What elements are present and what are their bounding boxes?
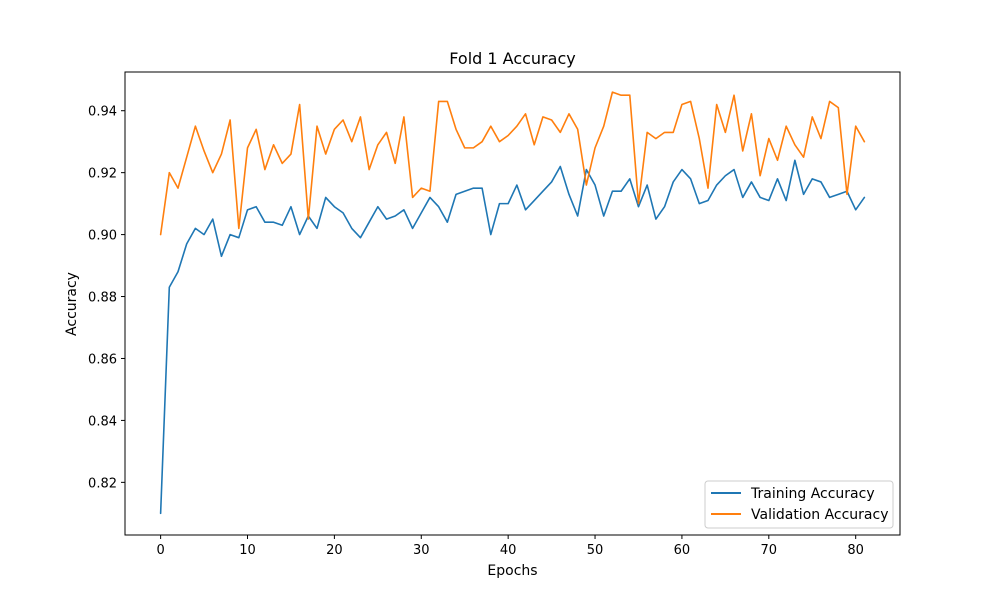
x-tick-label: 50 xyxy=(587,543,604,558)
y-axis-label: Accuracy xyxy=(64,272,80,336)
legend: Training Accuracy Validation Accuracy xyxy=(704,480,894,529)
y-tick-label: 0.88 xyxy=(88,291,117,306)
y-tick-label: 0.86 xyxy=(88,352,117,367)
x-tick-label: 60 xyxy=(674,543,691,558)
x-tick-label: 80 xyxy=(847,543,864,558)
x-tick-label: 10 xyxy=(239,543,256,558)
chart-title: Fold 1 Accuracy xyxy=(449,49,575,68)
y-axis-ticks: 0.82 0.84 0.86 0.88 0.90 0.92 0.94 xyxy=(88,105,125,491)
series-line-validation-accuracy xyxy=(159,91,866,236)
plot-area xyxy=(124,71,901,536)
axes-frame xyxy=(124,71,901,536)
x-tick-label: 70 xyxy=(761,543,778,558)
x-tick-label: 30 xyxy=(413,543,430,558)
series-layer xyxy=(159,91,866,515)
x-tick-label: 20 xyxy=(326,543,343,558)
y-tick-label: 0.84 xyxy=(88,414,117,429)
x-tick-label: 40 xyxy=(500,543,517,558)
x-axis-label: Epochs xyxy=(487,563,537,579)
legend-label-training: Training Accuracy xyxy=(750,486,875,502)
x-tick-label: 0 xyxy=(156,543,164,558)
legend-box xyxy=(704,480,894,529)
x-axis-ticks: 0 10 20 30 40 50 60 70 80 xyxy=(156,535,864,558)
y-tick-label: 0.82 xyxy=(88,476,117,491)
series-line-training-accuracy xyxy=(159,159,866,515)
y-tick-label: 0.90 xyxy=(88,229,117,244)
y-tick-label: 0.94 xyxy=(88,105,117,120)
legend-label-validation: Validation Accuracy xyxy=(751,507,889,523)
y-tick-label: 0.92 xyxy=(88,167,117,182)
